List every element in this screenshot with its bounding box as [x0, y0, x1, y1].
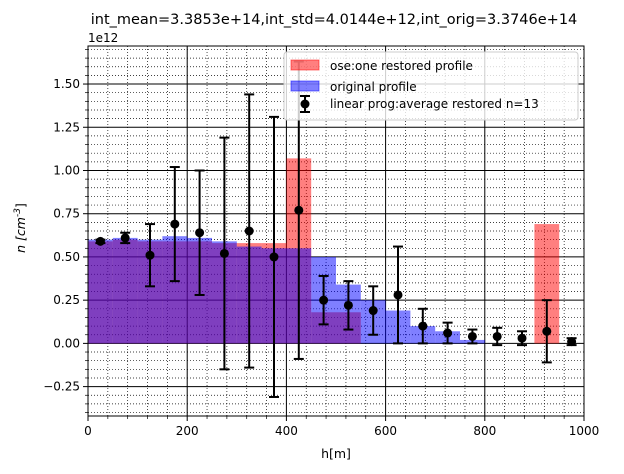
errorbar-point	[517, 333, 527, 343]
errorbar-point	[467, 331, 477, 341]
x-tick-label: 600	[374, 424, 397, 438]
errorbar-point	[195, 228, 205, 238]
errorbar-point	[219, 248, 229, 258]
y-tick-label: 1.00	[53, 163, 80, 177]
errorbar-point	[319, 295, 329, 305]
legend-errorbar-marker	[300, 99, 310, 109]
y-tick-label: −0.25	[43, 380, 80, 394]
bar-original-profile	[88, 239, 113, 344]
legend-label-errorbar: linear prog:average restored n=13	[330, 97, 539, 111]
x-tick-label: 800	[473, 424, 496, 438]
x-axis-label: h[m]	[321, 446, 351, 461]
y-tick-label: 1.25	[53, 120, 80, 134]
errorbar-point	[170, 219, 180, 229]
errorbar-point	[244, 226, 254, 236]
y-axis-label-sup: -3	[13, 208, 23, 217]
y-tick-label: 1.50	[53, 77, 80, 91]
y-tick-label: 0.25	[53, 293, 80, 307]
bar-original-profile	[112, 237, 138, 344]
y-tick-label: 0.00	[53, 336, 80, 350]
y-offset-label: 1e12	[88, 31, 118, 45]
y-axis-label-end: ]	[13, 203, 28, 208]
errorbar-point	[95, 236, 105, 246]
errorbar-point	[120, 233, 130, 243]
x-tick-label: 0	[84, 424, 92, 438]
errorbar-point	[567, 337, 577, 347]
errorbar-point	[418, 321, 428, 331]
y-axis-label: n [cm-3]	[13, 203, 28, 253]
y-axis-label-main: n [cm	[13, 217, 28, 253]
errorbar-point	[269, 252, 279, 262]
errorbar-point	[393, 290, 403, 300]
errorbar-point	[492, 331, 502, 341]
legend: ose:one restored profile original profil…	[283, 51, 579, 121]
x-axis-ticks: 0 200 400 600 800 1000	[84, 416, 599, 438]
legend-label-blue: original profile	[330, 80, 417, 94]
errorbar-point	[294, 205, 304, 215]
x-tick-label: 400	[275, 424, 298, 438]
errorbar-point	[145, 250, 155, 260]
x-tick-label: 1000	[569, 424, 600, 438]
series-linear-prog-errorbars	[95, 60, 577, 398]
legend-swatch-red	[290, 59, 320, 71]
y-tick-label: 0.75	[53, 207, 80, 221]
y-tick-label: 0.50	[53, 250, 80, 264]
errorbar-point	[443, 328, 453, 338]
errorbar-point	[542, 326, 552, 336]
chart-title: int_mean=3.3853e+14,int_std=4.0144e+12,i…	[91, 12, 578, 28]
errorbar-point	[368, 306, 378, 316]
errorbar-point	[343, 300, 353, 310]
x-tick-label: 200	[176, 424, 199, 438]
legend-label-red: ose:one restored profile	[330, 59, 473, 73]
legend-frame	[283, 51, 579, 121]
y-axis-ticks: −0.25 0.00 0.25 0.50 0.75 1.00 1.25 1.50	[43, 49, 88, 413]
legend-swatch-blue	[290, 80, 320, 92]
